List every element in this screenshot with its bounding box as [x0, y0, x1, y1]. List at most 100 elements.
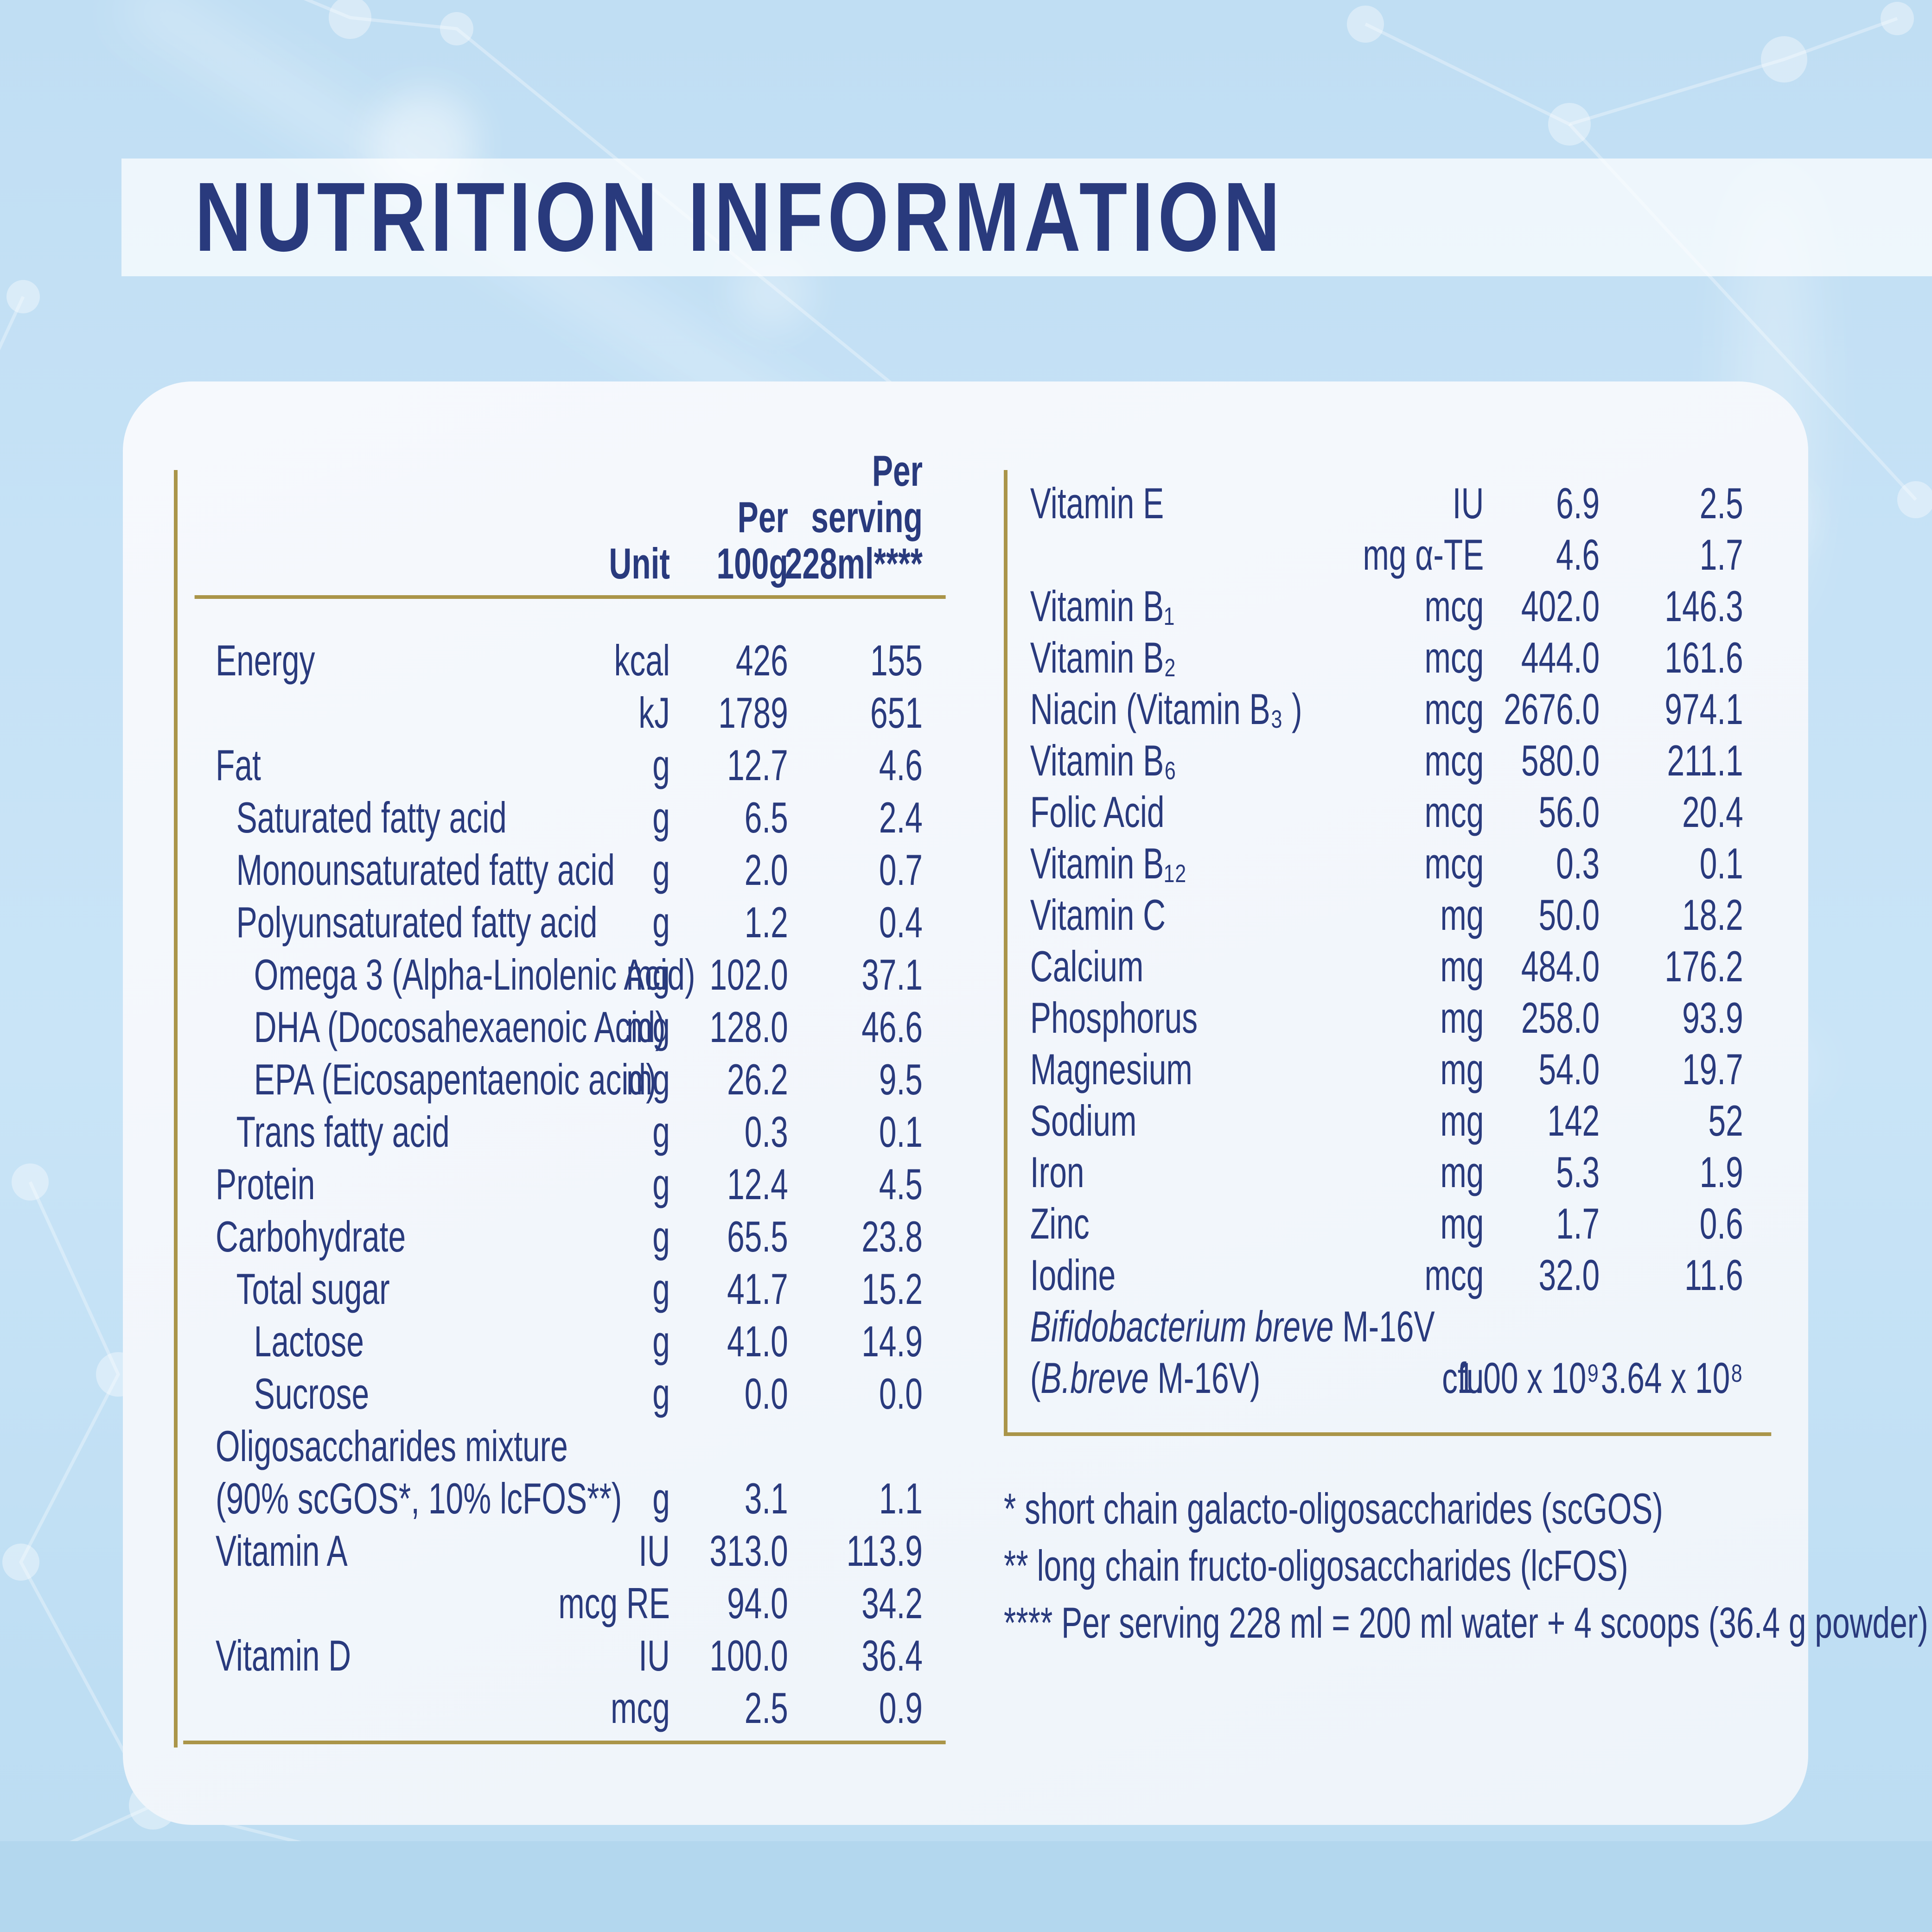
header-divider-line: [194, 595, 946, 599]
nutrient-unit: mg α-TE: [1363, 530, 1484, 579]
value-per-100g: 100.0: [709, 1631, 788, 1680]
value-per-100g: 65.5: [727, 1212, 788, 1261]
nutrient-unit: g: [652, 1212, 670, 1261]
table-row: DHA (Docosahexaenoic Acid) mg 128.0 46.6: [174, 1001, 946, 1053]
value-per-100g: 4.6: [1556, 530, 1600, 579]
value-per-100g: 1.2: [744, 898, 788, 947]
value-per-100g: 426: [735, 636, 788, 685]
table-row: Vitamin C mg 50.0 18.2: [1004, 889, 1771, 941]
table-row: mcg 2.5 0.9: [174, 1682, 946, 1734]
value-per-100g: 258.0: [1521, 993, 1600, 1042]
nutrient-label: Vitamin B₂: [1030, 633, 1176, 682]
nutrient-unit: mcg: [1424, 839, 1484, 888]
nutrient-label: Fat: [216, 741, 261, 789]
nutrient-label: Sodium: [1030, 1096, 1137, 1145]
value-per-100g: 1.7: [1556, 1199, 1600, 1248]
nutrient-label: Lactose: [254, 1317, 364, 1366]
nutrient-label: Polyunsaturated fatty acid: [236, 898, 598, 947]
nutrient-label: EPA (Eicosapentaenoic acid): [254, 1055, 657, 1104]
nutrient-label: Vitamin D: [216, 1631, 351, 1680]
nutrition-table-right: Vitamin E IU 6.9 2.5 mg α-TE 4.6 1.7 Vitamin B₁…: [1004, 470, 1772, 1440]
nutrient-label: Zinc: [1030, 1199, 1090, 1248]
table-row: Omega 3 (Alpha-Linolenic Acid) mg 102.0 37.…: [174, 948, 946, 1001]
value-per-serving: 20.4: [1682, 788, 1743, 836]
table-row: Folic Acid mcg 56.0 20.4: [1004, 786, 1771, 838]
value-per-serving: 19.7: [1682, 1045, 1743, 1093]
nutrient-unit: mg: [626, 1003, 670, 1051]
table-row: Protein g 12.4 4.5: [174, 1158, 946, 1210]
value-per-100g: 2.0: [744, 845, 788, 894]
value-per-serving: 14.9: [861, 1317, 923, 1366]
header-per-100g-line: Per: [737, 493, 788, 541]
value-per-100g: 1.00 x 10⁹: [1457, 1354, 1600, 1402]
value-per-serving: 0.1: [1699, 839, 1743, 888]
value-per-serving: 1.7: [1699, 530, 1743, 579]
nutrient-unit: mcg: [1424, 582, 1484, 630]
value-per-100g: 0.3: [744, 1107, 788, 1156]
nutrient-unit: mcg: [1424, 685, 1484, 733]
value-per-100g: 580.0: [1521, 736, 1600, 785]
page-title: NUTRITION INFORMATION: [195, 162, 1285, 272]
value-per-serving: 52: [1708, 1096, 1743, 1145]
nutrient-unit: IU: [638, 1631, 670, 1680]
nutrient-unit: g: [652, 845, 670, 894]
value-per-100g: 50.0: [1538, 890, 1600, 939]
table-row: Lactose g 41.0 14.9: [174, 1315, 946, 1367]
table-row: Vitamin B₁₂ mcg 0.3 0.1: [1004, 838, 1771, 889]
nutrient-unit: cfu: [1442, 1354, 1484, 1402]
value-per-100g: 0.0: [744, 1369, 788, 1418]
value-per-serving: 974.1: [1664, 685, 1743, 733]
table-row: Iodine mcg 32.0 11.6: [1004, 1249, 1771, 1301]
nutrient-unit: mcg RE: [558, 1579, 670, 1627]
nutrient-unit: mg: [1440, 1148, 1484, 1196]
header-per-100g-line: 100g: [716, 539, 788, 588]
value-per-serving: 2.4: [879, 793, 923, 842]
nutrient-label: Trans fatty acid: [236, 1107, 450, 1156]
nutrient-label: Vitamin B₁₂: [1030, 839, 1187, 888]
nutrient-unit: mcg: [611, 1684, 670, 1732]
table-row: Saturated fatty acid g 6.5 2.4: [174, 791, 946, 844]
nutrient-unit: g: [652, 1107, 670, 1156]
table-row: Oligosaccharides mixture: [174, 1420, 946, 1472]
footnote-scgos: * short chain galacto-oligosaccharides (…: [1004, 1484, 1663, 1533]
table-row: (90% scGOS*, 10% lcFOS**) g 3.1 1.1: [174, 1472, 946, 1525]
table-row: mcg RE 94.0 34.2: [174, 1577, 946, 1629]
value-per-100g: 41.7: [727, 1265, 788, 1313]
nutrient-label: (B.breve M-16V): [1030, 1354, 1261, 1402]
nutrient-unit: mcg: [1424, 736, 1484, 785]
nutrient-label: (90% scGOS*, 10% lcFOS**): [216, 1474, 622, 1523]
table-right-bottom-line: [1004, 1432, 1772, 1436]
value-per-100g: 102.0: [709, 950, 788, 999]
value-per-serving: 0.4: [879, 898, 923, 947]
value-per-serving: 34.2: [861, 1579, 923, 1627]
header-per-serving-line: 228ml****: [784, 539, 923, 588]
value-per-100g: 142: [1547, 1096, 1600, 1145]
value-per-serving: 161.6: [1664, 633, 1743, 682]
nutrient-label: Carbohydrate: [216, 1212, 406, 1261]
table-row: Trans fatty acid g 0.3 0.1: [174, 1106, 946, 1158]
value-per-100g: 313.0: [709, 1526, 788, 1575]
table-row: Bifidobacterium breve M-16V: [1004, 1301, 1771, 1352]
value-per-100g: 6.9: [1556, 479, 1600, 527]
nutrient-unit: kJ: [638, 688, 670, 737]
nutrient-unit: g: [652, 741, 670, 789]
nutrient-label: Total sugar: [236, 1265, 390, 1313]
nutrient-unit: mcg: [1424, 788, 1484, 836]
value-per-100g: 41.0: [727, 1317, 788, 1366]
table-row: Vitamin B₂ mcg 444.0 161.6: [1004, 632, 1771, 683]
nutrient-unit: mg: [1440, 1045, 1484, 1093]
value-per-serving: 36.4: [861, 1631, 923, 1680]
value-per-serving: 2.5: [1699, 479, 1743, 527]
value-per-100g: 26.2: [727, 1055, 788, 1104]
table-row: Iron mg 5.3 1.9: [1004, 1146, 1771, 1198]
table-row: Phosphorus mg 258.0 93.9: [1004, 992, 1771, 1043]
table-left-border-line: [174, 470, 178, 1748]
table-row: Polyunsaturated fatty acid g 1.2 0.4: [174, 896, 946, 948]
nutrient-unit: mg: [626, 950, 670, 999]
header-unit-label: Unit: [609, 539, 670, 588]
value-per-serving: 9.5: [879, 1055, 923, 1104]
value-per-serving: 18.2: [1682, 890, 1743, 939]
footnote-lcfos: ** long chain fructo-oligosaccharides (l…: [1004, 1541, 1628, 1590]
value-per-serving: 211.1: [1667, 736, 1743, 785]
